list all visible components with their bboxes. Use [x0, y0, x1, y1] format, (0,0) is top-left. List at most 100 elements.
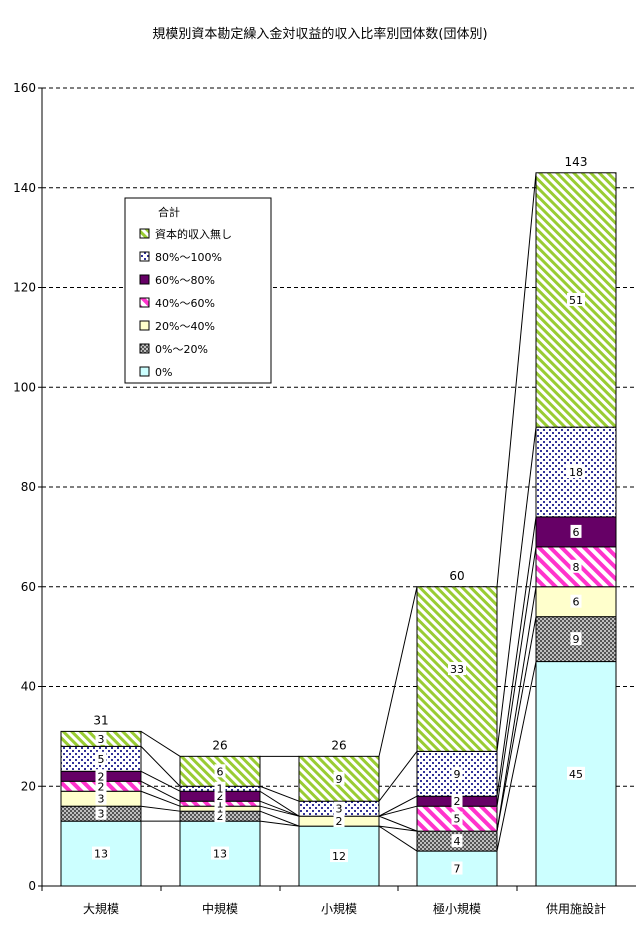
data-label-bg: [211, 846, 229, 860]
data-label-bg: [95, 769, 107, 783]
data-label: 13: [213, 848, 227, 861]
data-label-bg: [95, 779, 107, 793]
series-connector: [140, 770, 181, 792]
data-label-bg: [570, 632, 582, 646]
total-label: 26: [212, 738, 227, 752]
data-label-bg: [333, 801, 345, 815]
data-label: 12: [332, 850, 346, 863]
data-label: 6: [573, 596, 580, 609]
data-label-bg: [567, 766, 585, 780]
total-label: 60: [449, 569, 464, 583]
series-connector: [378, 795, 418, 817]
legend-title: 合計: [158, 205, 180, 219]
data-label-bg: [570, 559, 582, 573]
y-tick-label: 80: [21, 480, 36, 494]
data-label: 9: [454, 768, 461, 781]
legend-swatch: [139, 274, 150, 285]
y-tick-label: 100: [13, 380, 36, 394]
series-connector: [378, 751, 418, 802]
data-label-bg: [567, 292, 585, 306]
series-connector: [496, 661, 537, 852]
legend-swatch: [139, 343, 150, 354]
series-connector: [259, 820, 300, 827]
x-category-label: 供用施設計: [546, 901, 606, 916]
data-label: 3: [98, 793, 105, 806]
series-connector: [496, 516, 537, 797]
legend-label: 20%～40%: [155, 320, 215, 333]
series-connector: [140, 805, 181, 812]
y-tick-label: 60: [21, 580, 36, 594]
data-label-bg: [567, 465, 585, 479]
data-label: 2: [98, 770, 105, 783]
data-label: 2: [98, 780, 105, 793]
data-label: 3: [98, 733, 105, 746]
data-label-bg: [214, 764, 226, 778]
data-label: 2: [217, 810, 224, 823]
series-connector: [496, 172, 537, 587]
series-connector: [378, 586, 418, 757]
data-label: 7: [454, 863, 461, 876]
x-category-label: 極小規模: [433, 901, 481, 916]
data-label: 9: [336, 773, 343, 786]
x-category-label: 大規模: [83, 901, 119, 916]
data-label-bg: [95, 751, 107, 765]
series-connector: [496, 616, 537, 832]
y-tick-label: 40: [21, 680, 36, 694]
legend-swatch: [139, 366, 150, 377]
x-axis: 大規模 中規模 小規模 極小規模 供用施設計: [41, 885, 636, 916]
legend-label: 資本的収入無し: [155, 227, 232, 241]
gridlines: [42, 87, 636, 787]
legend: 合計 資本的収入無し 80%～100% 60%～80% 40%～60% 20%～40% 0…: [124, 197, 272, 384]
total-label: 143: [565, 155, 588, 169]
data-label: 2: [336, 815, 343, 828]
bar-segment: [535, 616, 617, 663]
series-connector: [378, 825, 418, 832]
data-label: 3: [98, 808, 105, 821]
data-label-bg: [214, 781, 226, 795]
series-connector: [496, 546, 537, 807]
legend-label: 40%～60%: [155, 297, 215, 310]
total-label: 26: [331, 738, 346, 752]
data-label-bg: [451, 766, 463, 780]
legend-swatch: [139, 251, 150, 262]
legend-swatch: [139, 297, 150, 308]
chart-title: 規模別資本勘定繰入金対収益的収入比率別団体数(団体別): [152, 26, 487, 42]
data-label-bg: [451, 834, 463, 848]
data-label-bg: [451, 794, 463, 808]
series-connector: [378, 805, 418, 817]
data-label-bg: [333, 814, 345, 828]
legend-swatch: [139, 320, 150, 331]
data-label-bg: [451, 861, 463, 875]
series-connector: [259, 790, 300, 817]
data-label-bg: [570, 594, 582, 608]
series-connector: [259, 805, 300, 817]
series-connector: [496, 586, 537, 832]
y-tick-label: 0: [28, 879, 36, 893]
legend-swatch: [139, 228, 150, 239]
series-connector: [140, 790, 181, 807]
data-label: 3: [336, 803, 343, 816]
y-tick-label: 160: [13, 81, 36, 95]
series-connector-lines: [140, 172, 537, 852]
y-tick-label: 140: [13, 181, 36, 195]
data-label-bg: [95, 791, 107, 805]
data-label: 5: [454, 813, 461, 826]
data-label-bg: [92, 846, 110, 860]
data-label: 1: [217, 798, 224, 811]
data-label: 1: [217, 783, 224, 796]
x-category-label: 小規模: [321, 901, 357, 916]
data-label-bg: [451, 811, 463, 825]
data-label: 4: [454, 835, 461, 848]
data-label: 45: [569, 768, 583, 781]
data-label-bg: [214, 796, 226, 810]
data-label: 18: [569, 466, 583, 479]
series-connector: [259, 785, 300, 802]
data-label: 51: [569, 294, 583, 307]
x-category-label: 中規模: [202, 901, 238, 916]
data-label-bg: [448, 662, 466, 676]
y-axis: 0 20 40 60 80 100 120 140 160: [13, 81, 43, 893]
series-connector: [496, 427, 537, 752]
series-connector: [378, 815, 418, 832]
data-label: 2: [217, 790, 224, 803]
series-connector: [140, 780, 181, 802]
